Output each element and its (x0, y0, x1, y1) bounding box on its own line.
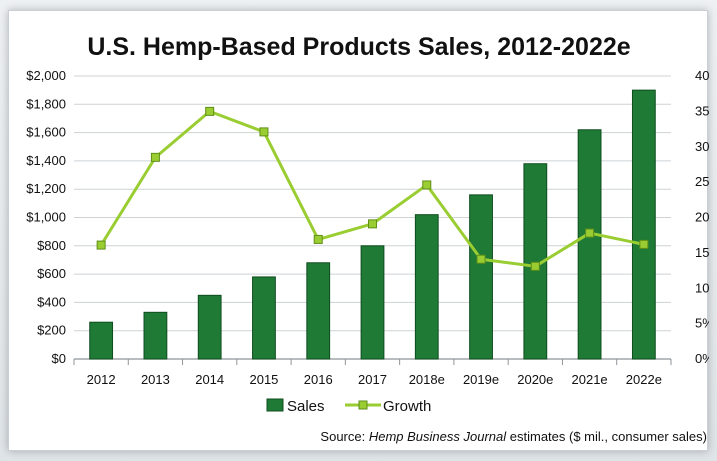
left-axis-tick-label: $1,000 (26, 210, 66, 225)
x-axis-tick-label: 2013 (141, 372, 170, 387)
chart-card: U.S. Hemp-Based Products Sales, 2012-202… (8, 10, 717, 451)
source-publication: Hemp Business Journal (369, 429, 507, 444)
growth-point (150, 152, 160, 162)
x-axis-tick-label: 2016 (304, 372, 333, 387)
left-axis-tick-label: $1,600 (26, 125, 66, 140)
growth-point (96, 240, 106, 250)
growth-point (422, 180, 432, 190)
growth-point (259, 127, 269, 137)
sales-bar (360, 245, 385, 360)
sales-bar (143, 311, 168, 360)
right-axis-tick-label: 20% (695, 210, 709, 225)
source-prefix: Source: (320, 429, 368, 444)
sales-bar (469, 194, 493, 360)
right-axis-tick-label: 15% (695, 245, 709, 260)
legend-sales-label: Sales (287, 398, 325, 415)
legend-growth-marker (358, 400, 368, 410)
growth-point (476, 254, 486, 264)
source-note: Source: Hemp Business Journal estimates … (320, 429, 707, 444)
legend-sales-swatch (266, 398, 284, 412)
right-axis-tick-label: 35% (695, 103, 709, 118)
growth-point (585, 228, 595, 238)
x-axis-tick-label: 2020e (517, 372, 553, 387)
left-axis-tick-label: $0 (52, 351, 66, 366)
growth-point (639, 239, 649, 249)
x-axis-tick-label: 2012 (87, 372, 116, 387)
legend-growth-label: Growth (383, 398, 431, 415)
right-axis-tick-label: 30% (695, 139, 709, 154)
x-axis-labels: 2012 2013 2014 2015 2016 2017 2018e 2019e 2020e 2… (87, 372, 662, 387)
growth-point (368, 219, 377, 229)
right-axis-tick-label: 10% (695, 280, 709, 295)
left-axis-tick-label: $2,000 (26, 68, 66, 83)
left-axis-tick-label: $600 (37, 266, 66, 281)
x-axis-tick-label: 2019e (463, 372, 499, 387)
sales-bar (631, 89, 656, 360)
growth-point (205, 106, 215, 116)
right-axis-tick-label: 5% (695, 316, 709, 331)
sales-bar (414, 214, 439, 360)
x-axis-tick-label: 2021e (572, 372, 608, 387)
left-axis-tick-label: $1,200 (26, 181, 66, 196)
right-axis-tick-label: 25% (695, 174, 709, 189)
x-axis-tick-label: 2014 (195, 372, 224, 387)
legend: Sales Growth (266, 398, 431, 415)
left-axis-tick-label: $800 (37, 238, 66, 253)
left-axis-tick-label: $400 (37, 294, 66, 309)
right-axis-tick-label: 0% (695, 351, 709, 366)
sales-bar (89, 321, 114, 360)
chart-title: U.S. Hemp-Based Products Sales, 2012-202… (87, 33, 630, 61)
x-axis-tick-label: 2015 (249, 372, 278, 387)
left-axis-tick-label: $200 (37, 323, 66, 338)
sales-bars (89, 89, 656, 360)
growth-line (96, 106, 649, 271)
right-axis-tick-label: 40% (695, 68, 709, 83)
sales-bar (523, 163, 548, 360)
right-axis-labels: 0% 5% 10% 15% 20% 25% 30% 35% 40% (695, 68, 717, 366)
sales-bar (577, 129, 602, 360)
hemp-sales-chart: U.S. Hemp-Based Products Sales, 2012-202… (26, 33, 717, 444)
x-axis-tick-label: 2018e (409, 372, 445, 387)
sales-bar (306, 262, 331, 360)
left-axis-tick-label: $1,800 (26, 96, 66, 111)
sales-bar (252, 276, 276, 360)
source-suffix: estimates ($ mil., consumer sales) (510, 429, 707, 444)
left-axis-tick-label: $1,400 (26, 153, 66, 168)
x-axis-tick-label: 2017 (358, 372, 387, 387)
left-axis-labels: $0 $200 $400 $600 $800 $1,000 $1,200 $1,400 $1,6… (26, 68, 66, 366)
growth-point (313, 234, 323, 244)
x-axis-tick-label: 2022e (626, 372, 662, 387)
growth-point (530, 261, 540, 271)
sales-bar (197, 294, 222, 360)
